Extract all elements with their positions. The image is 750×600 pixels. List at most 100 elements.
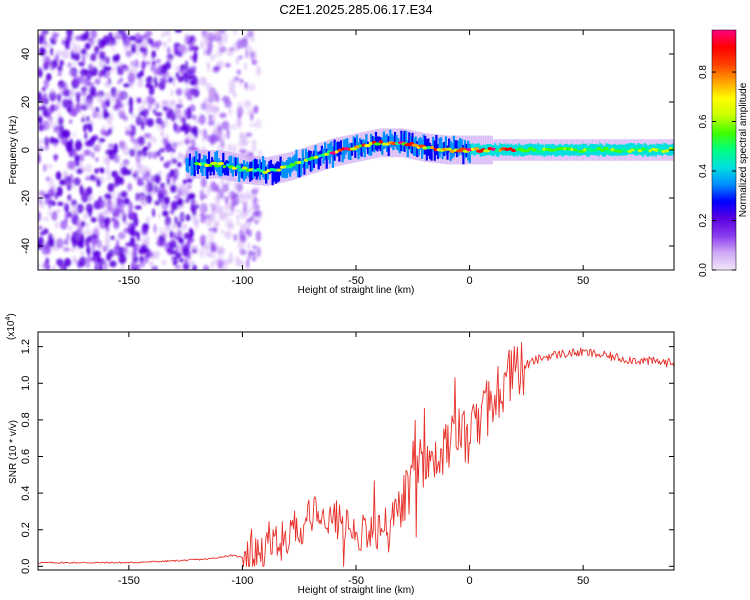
noise-blob [253,195,257,206]
noise-blob [154,200,161,206]
noise-blob [141,33,148,40]
noise-blob [119,162,127,168]
noise-blob [147,151,152,159]
noise-blob [129,213,136,221]
noise-blob [255,233,261,239]
track-core [387,136,390,157]
noise-blob [239,249,247,256]
noise-blob [97,38,106,49]
noise-blob [191,114,197,120]
noise-blob [76,93,81,104]
track-core [231,163,234,177]
noise-blob [237,259,245,267]
noise-blob [146,250,154,258]
noise-blob [172,232,177,240]
noise-blob [44,43,52,48]
noise-blob [97,242,103,251]
noise-blob [161,79,168,84]
noise-blob [191,125,199,136]
noise-blob [71,39,76,51]
noise-blob [160,198,165,206]
noise-blob [181,123,188,132]
spectrogram-noise [38,30,263,270]
noise-blob [152,108,157,114]
noise-blob [166,221,171,231]
noise-blob [247,229,252,238]
noise-blob [170,151,174,163]
noise-blob [169,230,174,239]
noise-blob [67,180,76,189]
noise-blob [145,96,152,104]
track-core [219,160,222,177]
noise-blob [154,112,163,117]
noise-blob [212,258,221,264]
noise-blob [128,96,133,108]
noise-blob [176,187,180,198]
noise-blob [228,87,235,94]
track-core [284,162,287,179]
track-hotspot [627,149,632,153]
noise-blob [221,120,230,131]
track-hotspot [222,165,226,169]
noise-blob [253,105,259,114]
noise-blob [84,132,88,140]
noise-blob [243,62,248,71]
noise-blob [48,177,55,188]
noise-blob [164,117,168,128]
noise-blob [133,261,137,270]
track-hotspot [553,148,557,152]
noise-blob [116,61,123,68]
noise-blob [250,36,255,43]
noise-blob [225,218,233,229]
noise-blob [147,141,152,149]
track-hotspot [276,168,282,172]
x-tick-label: 0 [467,575,473,587]
noise-blob [236,101,243,107]
noise-blob [228,107,233,117]
track-hotspot [313,155,319,159]
noise-blob [154,173,161,184]
noise-blob [224,62,231,68]
noise-blob [255,65,262,76]
noise-blob [164,196,170,205]
track-core [366,141,370,154]
noise-blob [229,124,237,130]
noise-blob [163,30,172,36]
track-core [421,139,424,159]
track-core [279,156,282,176]
noise-blob [190,199,198,205]
noise-blob [42,30,46,38]
noise-blob [57,71,62,77]
noise-blob [175,244,179,255]
noise-blob [140,61,146,70]
noise-blob [132,173,136,178]
noise-blob [188,227,193,234]
track-hotspot [483,149,491,153]
x-tick-label: -50 [348,575,364,587]
colorbar: 0.0 0.2 0.4 0.6 0.8 Normalized spectral ampl… [698,29,749,277]
noise-blob [155,235,160,240]
noise-blob [233,181,240,191]
noise-blob [186,213,190,222]
track-core [662,143,665,155]
noise-blob [86,186,93,196]
track-hotspot [337,148,343,152]
noise-blob [94,224,99,236]
noise-blob [103,155,111,165]
noise-blob [159,226,164,237]
track-core [220,160,223,177]
noise-blob [54,220,59,229]
noise-blob [84,222,90,228]
noise-blob [87,99,93,109]
noise-blob [88,64,95,71]
noise-blob [43,194,50,199]
colorbar-label: Normalized spectral amplitude [738,82,749,217]
track-core [223,162,226,176]
noise-blob [70,50,74,60]
track-hotspot [504,147,510,151]
track-hotspot [426,146,432,150]
noise-blob [247,242,251,250]
track-core [330,141,333,158]
noise-blob [143,108,150,114]
track-hotspot [433,148,438,152]
